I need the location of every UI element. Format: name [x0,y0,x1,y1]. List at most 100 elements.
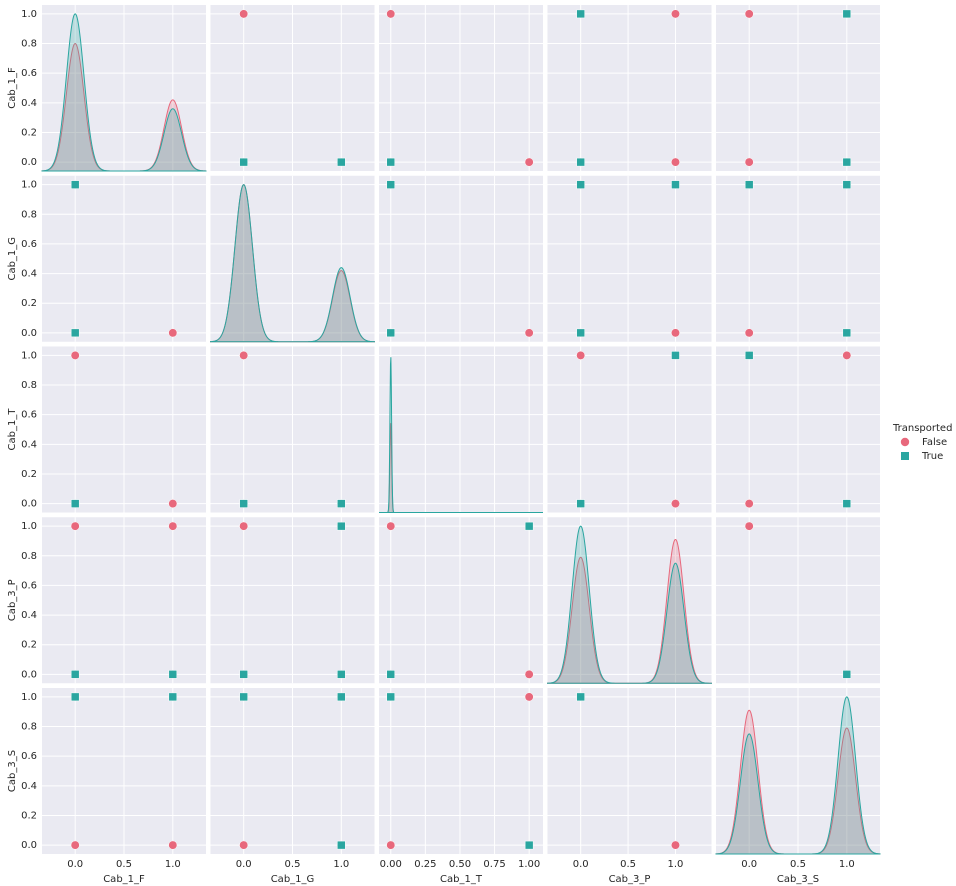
y-tick-label: 0.8 [21,380,37,391]
scatter-point [842,350,852,360]
scatter-point [524,692,534,702]
scatter-point [744,351,754,360]
panel [210,688,375,854]
scatter-point [70,180,80,189]
scatter-point [168,499,178,509]
y-tick-label: 1.0 [21,9,37,20]
scatter-point [671,499,680,509]
panel [716,175,880,342]
scatter-point [671,840,680,850]
scatter-point [239,692,248,702]
scatter-point [671,351,680,360]
x-tick-label: 1.0 [668,859,684,870]
scatter-point [744,180,754,189]
panel [379,5,543,171]
panel [716,5,880,171]
panel [210,517,375,684]
scatter-point [576,180,585,189]
scatter-point [386,521,396,531]
panel-background [379,688,543,854]
kde-area [379,357,543,513]
scatter-point [524,521,534,531]
panel-background [379,175,543,342]
panel-background [547,688,712,854]
scatter-point [337,499,346,508]
x-tick-label: 0.5 [620,859,636,870]
y-tick-label: 0.4 [21,610,37,621]
scatter-point [386,328,396,338]
scatter-point [239,521,249,531]
panel [716,517,880,684]
legend-label: True [921,451,943,462]
scatter-point [576,692,585,702]
y-tick-label: 0.8 [21,39,37,50]
scatter-point [744,157,754,167]
x-tick-label: 0.0 [236,859,252,870]
scatter-point [168,692,178,702]
x-axis-label: Cab_1_G [271,874,315,885]
y-tick-label: 0.0 [21,499,37,510]
scatter-point [386,9,396,19]
panel-background [547,346,712,513]
scatter-point [524,328,534,338]
scatter-point [70,499,80,508]
y-tick-label: 1.0 [21,692,37,703]
scatter-point [337,670,346,679]
scatter-point [337,840,346,850]
scatter-point [842,328,852,338]
scatter-point [671,180,680,189]
scatter-point [386,692,396,702]
scatter-point [70,350,80,360]
y-tick-label: 0.2 [21,469,37,480]
y-tick-label: 0.0 [21,669,37,680]
legend-marker [901,452,909,460]
panel [42,517,206,684]
panel [210,175,375,343]
scatter-point [386,840,396,850]
scatter-point [576,328,585,338]
scatter-point [842,157,852,167]
y-tick-label: 0.8 [21,551,37,562]
scatter-point [239,9,249,19]
x-axis-label: Cab_3_P [609,874,651,885]
y-tick-label: 0.6 [21,410,37,421]
panel [42,175,206,342]
y-tick-label: 0.4 [21,781,37,792]
panel [547,688,712,854]
x-tick-label: 0.25 [414,859,436,870]
scatter-point [168,670,178,679]
panel-background [379,5,543,171]
kde-area [41,13,207,172]
scatter-point [576,499,585,508]
x-tick-label: 1.00 [518,859,540,870]
x-tick-label: 0.0 [741,859,757,870]
panel [42,688,206,854]
scatter-point [337,692,346,702]
scatter-point [576,350,586,360]
x-tick-label: 1.0 [333,859,349,870]
scatter-point [70,670,80,679]
scatter-point [386,670,396,679]
scatter-point [671,157,680,167]
y-tick-label: 0.8 [21,209,37,220]
scatter-point [842,499,852,508]
panel [210,5,375,171]
scatter-point [337,521,346,531]
y-axis-label: Cab_3_S [7,750,18,792]
scatter-point [70,328,80,338]
panel [716,346,880,513]
scatter-point [842,9,852,19]
y-tick-label: 0.4 [21,439,37,450]
scatter-point [239,350,249,360]
y-tick-label: 0.8 [21,722,37,733]
x-tick-label: 0.75 [483,859,505,870]
y-tick-label: 0.2 [21,298,37,309]
scatter-point [842,670,852,679]
panel-background [379,517,543,684]
panel-background [379,346,543,513]
scatter-point [70,521,80,531]
scatter-point [671,328,680,338]
scatter-point [842,180,852,189]
x-tick-label: 0.50 [449,859,471,870]
scatter-point [386,157,396,167]
